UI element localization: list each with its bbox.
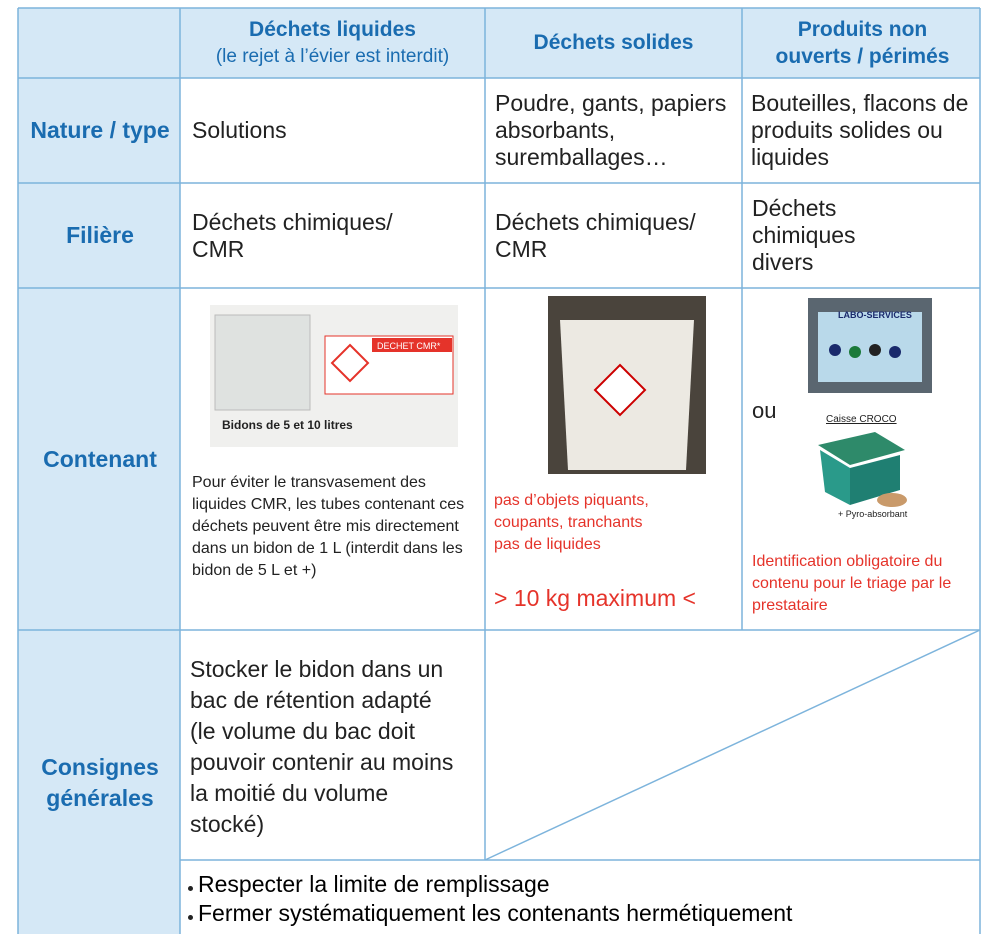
bullet: Respecter la limite de remplissage <box>188 870 792 899</box>
row-label: Nature / type <box>30 78 170 183</box>
cell: Solutions <box>192 117 287 143</box>
warning: pas de liquides <box>494 536 601 553</box>
image-caption: Caisse CROCO <box>826 414 897 425</box>
image-caption: Bidons de 5 et 10 litres <box>222 418 353 432</box>
col-header: Déchets solides <box>485 8 742 78</box>
bullet-list: Respecter la limite de remplissage Ferme… <box>188 870 792 928</box>
col-header: Déchets liquides (le rejet à l’évier est… <box>180 8 485 78</box>
label-col-bg <box>18 78 180 934</box>
image-label: DECHET CMR* <box>377 341 441 351</box>
row-label: Filière <box>30 183 170 288</box>
image-caption: + Pyro-absorbant <box>838 509 908 519</box>
bullet-text: Fermer systématiquement les contenants h… <box>198 900 793 926</box>
warning: coupants, tranchants <box>494 514 643 531</box>
col-title: Produits non ouverts / périmés <box>775 18 950 68</box>
bullet: Fermer systématiquement les contenants h… <box>188 899 792 928</box>
header-bg <box>18 8 980 78</box>
cell: Bouteilles, flacons de produits solides … <box>751 90 969 170</box>
bullet-text: Respecter la limite de remplissage <box>198 871 550 897</box>
note: Identification obligatoire du contenu po… <box>752 553 952 614</box>
cell: Déchets chimiques divers <box>752 195 856 275</box>
note: Pour éviter le transvasement des liquide… <box>192 474 465 579</box>
warnings: pas d’objets piquants, coupants, trancha… <box>494 490 734 556</box>
image-label: LABO-SERVICES <box>838 310 912 320</box>
label: Nature / type <box>30 117 170 143</box>
row-label: Consignes générales <box>20 630 180 934</box>
cell: Déchets chimiques/ CMR <box>495 208 696 262</box>
label: Filière <box>66 222 134 248</box>
row-label: Contenant <box>20 288 180 630</box>
col-header: Produits non ouverts / périmés <box>770 8 955 78</box>
limit: > 10 kg maximum < <box>494 585 696 611</box>
label: Consignes générales <box>41 754 159 811</box>
label: Contenant <box>43 445 157 472</box>
col-title: Déchets solides <box>533 31 694 54</box>
col-note: (le rejet à l’évier est interdit) <box>215 46 450 67</box>
col-title: Déchets liquides <box>249 18 416 41</box>
cell: Stocker le bidon dans un bac de rétentio… <box>190 656 454 837</box>
warning: pas d’objets piquants, <box>494 492 649 509</box>
cell: Poudre, gants, papiers absorbants, surem… <box>495 90 727 170</box>
or: ou <box>752 398 777 423</box>
cell: Déchets chimiques/ CMR <box>192 208 393 262</box>
